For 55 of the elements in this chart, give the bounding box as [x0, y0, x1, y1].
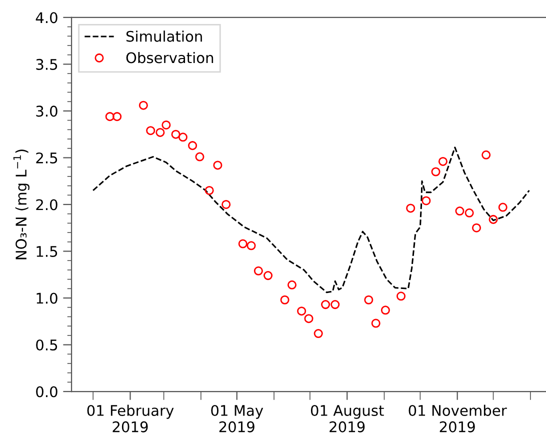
- line-series: [92, 146, 530, 294]
- point: [188, 141, 198, 150]
- point: [195, 152, 204, 162]
- point: [422, 196, 431, 206]
- point: [156, 128, 165, 137]
- legend-label: Simulation: [126, 30, 202, 42]
- point: [138, 100, 148, 110]
- point: [472, 223, 482, 232]
- point: [455, 206, 464, 216]
- point: [162, 120, 171, 130]
- y-tick-label: 2.0: [36, 199, 58, 210]
- point: [321, 300, 330, 310]
- point: [213, 160, 222, 170]
- point: [105, 112, 114, 122]
- point: [171, 130, 180, 139]
- y-tick-label: 3.0: [36, 106, 58, 117]
- x-tick-label: 01 August 2019: [310, 404, 384, 432]
- point: [204, 186, 214, 195]
- point: [314, 329, 323, 338]
- point: [254, 266, 263, 276]
- point: [330, 300, 340, 310]
- point: [246, 241, 256, 250]
- point: [488, 214, 498, 224]
- point: [238, 239, 248, 248]
- point: [396, 292, 406, 301]
- x-tick-label: 01 February 2019: [87, 404, 174, 432]
- point: [438, 156, 448, 166]
- point: [146, 126, 156, 136]
- y-tick-label: 4.0: [36, 12, 58, 24]
- y-axis-title: NO₃-N (mg L$^{−1}$): [13, 150, 30, 260]
- point: [112, 112, 122, 122]
- point: [222, 200, 231, 209]
- point: [178, 132, 188, 142]
- point: [364, 295, 374, 304]
- point: [482, 150, 491, 160]
- y-tick-label: 1.5: [36, 246, 58, 257]
- point: [380, 306, 390, 315]
- point: [371, 318, 380, 328]
- y-tick-label: 2.5: [36, 152, 58, 164]
- legend-label: Observation: [126, 52, 214, 64]
- y-tick-label: 3.5: [36, 58, 58, 70]
- point: [498, 202, 508, 212]
- y-tick-label: 0.5: [36, 339, 58, 351]
- y-tick-label: 0.0: [36, 386, 58, 398]
- point: [264, 271, 273, 280]
- point: [297, 306, 306, 316]
- point: [406, 204, 416, 213]
- point: [287, 280, 297, 290]
- x-tick-label: 01 November 2019: [408, 404, 507, 432]
- point: [304, 314, 314, 324]
- x-tick-label: 01 May 2019: [211, 404, 264, 432]
- point: [431, 167, 440, 176]
- y-tick-label: 1.0: [36, 292, 58, 304]
- point: [280, 295, 290, 304]
- point: [464, 208, 474, 218]
